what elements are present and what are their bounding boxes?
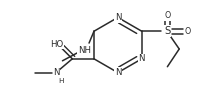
- Text: O: O: [185, 27, 191, 36]
- Text: S: S: [164, 26, 171, 36]
- Text: N: N: [139, 54, 145, 63]
- Text: N: N: [115, 13, 121, 22]
- Text: O: O: [164, 11, 171, 20]
- Text: H: H: [59, 78, 64, 84]
- Text: N: N: [115, 68, 121, 77]
- Text: N: N: [53, 68, 60, 77]
- Text: NH: NH: [78, 46, 91, 55]
- Text: HO: HO: [50, 40, 63, 49]
